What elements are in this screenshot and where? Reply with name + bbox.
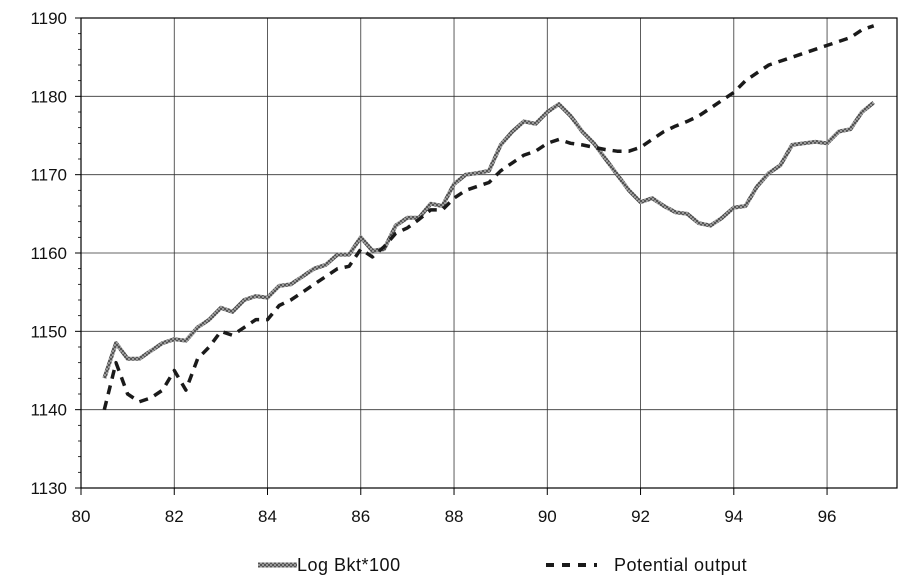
x-tick-label: 86 xyxy=(351,507,370,526)
y-tick-label: 1150 xyxy=(30,322,67,341)
x-tick-label: 94 xyxy=(724,507,743,526)
x-tick-label: 92 xyxy=(631,507,650,526)
grid xyxy=(80,17,897,489)
x-tick-label: 84 xyxy=(258,507,277,526)
axes: 1130 1140 1150 1160 1170 1180 1190 80 82 84 86 88 90… xyxy=(30,9,836,526)
y-tick-label: 1180 xyxy=(30,87,67,106)
y-tick-label: 1190 xyxy=(30,9,67,28)
x-tick-label: 96 xyxy=(818,507,837,526)
series xyxy=(102,24,875,411)
series-line-log-bkt xyxy=(102,101,875,379)
x-tick-label: 88 xyxy=(445,507,464,526)
y-tick-label: 1160 xyxy=(30,244,67,263)
y-tick-label: 1140 xyxy=(30,401,67,420)
series-line-potential-output xyxy=(102,24,875,411)
legend-label-potential-output: Potential output xyxy=(614,555,747,575)
x-tick-label: 82 xyxy=(165,507,184,526)
legend-item-potential-output: Potential output xyxy=(546,555,747,575)
x-tick-label: 90 xyxy=(538,507,557,526)
legend-item-log-bkt: Log Bkt*100 xyxy=(258,555,401,575)
x-tick-label: 80 xyxy=(72,507,91,526)
legend-label-log-bkt: Log Bkt*100 xyxy=(297,555,401,575)
y-tick-label: 1130 xyxy=(30,479,67,498)
legend: Log Bkt*100 Potential output xyxy=(258,555,747,575)
y-tick-label: 1170 xyxy=(30,166,67,185)
